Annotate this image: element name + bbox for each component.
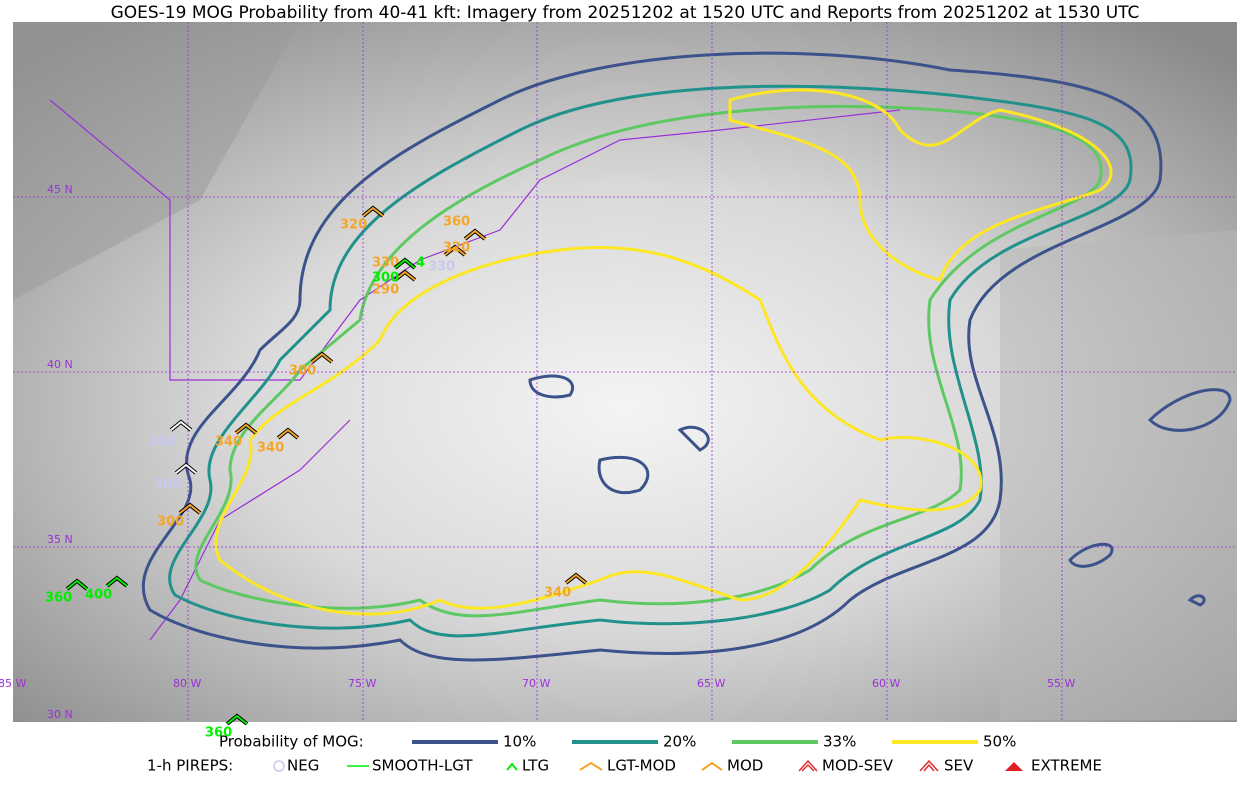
pirep-marker (65, 578, 89, 591)
pirep-marker (463, 228, 487, 241)
legend-pirep: NEG (287, 757, 319, 775)
pirep-label: 360 (205, 726, 232, 741)
legend-level: 33% (823, 733, 856, 751)
contour-10 (141, 51, 1163, 662)
pirep-label: 360 (443, 215, 470, 230)
legend-level: 10% (503, 733, 536, 751)
pirep-label: 360 (149, 435, 176, 450)
pirep-label: 300 (154, 478, 181, 493)
lon-label: 55 W (1047, 677, 1075, 690)
contour-10-small (1068, 388, 1232, 607)
legend-pirep: MOD (727, 757, 763, 775)
pirep-label: 4 (416, 256, 425, 271)
pirep-icon (277, 428, 299, 439)
pirep-marker (276, 427, 300, 440)
lon-label: 80 W (173, 677, 201, 690)
lon-label: 75 W (348, 677, 376, 690)
legend-icon-lgtmod (579, 761, 603, 771)
pirep-icon (235, 423, 257, 434)
legend-pirep: MOD-SEV (822, 757, 894, 775)
pirep-label: 300 (289, 364, 316, 379)
contour-50 (214, 88, 1113, 616)
pirep-marker (564, 572, 588, 585)
gray-region (1000, 230, 1237, 720)
pirep-marker (443, 244, 467, 257)
pirep-marker (361, 205, 385, 218)
contour-20 (168, 84, 1133, 638)
pirep-marker (310, 351, 334, 364)
legend-icon-sev (919, 759, 939, 772)
pirep-marker (105, 575, 129, 588)
lon-label: 85 W (0, 677, 26, 690)
pirep-label: 320 (443, 241, 470, 256)
pirep-marker (393, 257, 417, 270)
lon-label: 65 W (697, 677, 725, 690)
pirep-label: 400 (85, 588, 112, 603)
pirep-marker (393, 269, 417, 282)
legend-icon-modsev (798, 759, 818, 772)
pirep-label: 340 (544, 586, 571, 601)
pirep-label: 320 (340, 218, 367, 233)
title: GOES-19 MOG Probability from 40-41 kft: … (111, 3, 1140, 23)
pirep-icon (175, 463, 197, 474)
pirep-label: 340 (215, 435, 242, 450)
pirep-icon (311, 352, 333, 363)
contour-10-holes (528, 374, 710, 495)
legend-level: 20% (663, 733, 696, 751)
pirep-label: 290 (372, 283, 399, 298)
pirep-icon (170, 420, 192, 431)
legend: Probability of MOG: 10% 20% 33% 50% 1-h PIREP… (147, 733, 1102, 775)
pirep-icon (226, 714, 248, 725)
pirep-icon (362, 206, 384, 217)
pirep-icon (565, 573, 587, 584)
pirep-label: 330 (428, 260, 455, 275)
pirep-marker (225, 713, 249, 726)
pirep-label: 300 (372, 271, 399, 286)
legend-icon-mod (701, 761, 723, 771)
pirep-icon (394, 270, 416, 281)
legend-pirep: SMOOTH-LGT (372, 757, 473, 775)
lat-label: 35 N (47, 533, 73, 546)
pirep-label: 300 (157, 515, 184, 530)
pirep-label: 330 (372, 256, 399, 271)
lon-label: 70 W (522, 677, 550, 690)
pirep-icon (66, 579, 88, 590)
legend-icon-ltg (506, 762, 518, 771)
legend-title: 1-h PIREPS: (147, 757, 233, 775)
pirep-icon (464, 229, 486, 240)
pirep-label: 360 (45, 591, 72, 606)
pirep-marker (169, 419, 193, 432)
legend-icon-extreme (1005, 762, 1023, 771)
legend-pirep: LTG (522, 757, 549, 775)
contour-33 (194, 105, 1103, 618)
pirep-icon (444, 245, 466, 256)
lat-label: 40 N (47, 358, 73, 371)
lat-label: 30 N (47, 708, 73, 721)
map: 45 N 40 N 35 N 30 N 85 W 80 W 75 W 70 W 65 W 60 W… (0, 22, 1237, 741)
legend-title: Probability of MOG: (219, 733, 364, 751)
lon-label: 60 W (872, 677, 900, 690)
dark-region (13, 22, 300, 300)
legend-icon-neg (273, 760, 285, 772)
pirep-icon (394, 258, 416, 269)
pirep-icon (179, 503, 201, 514)
lat-label: 45 N (47, 183, 73, 196)
pirep-label: 340 (257, 441, 284, 456)
pirep-icon (106, 576, 128, 587)
legend-level: 50% (983, 733, 1016, 751)
legend-pirep: LGT-MOD (607, 757, 676, 775)
pirep-marker (178, 502, 202, 515)
pirep-marker (234, 422, 258, 435)
pirep-marker (174, 462, 198, 475)
legend-pirep: EXTREME (1031, 757, 1102, 775)
legend-pirep: SEV (944, 757, 974, 775)
